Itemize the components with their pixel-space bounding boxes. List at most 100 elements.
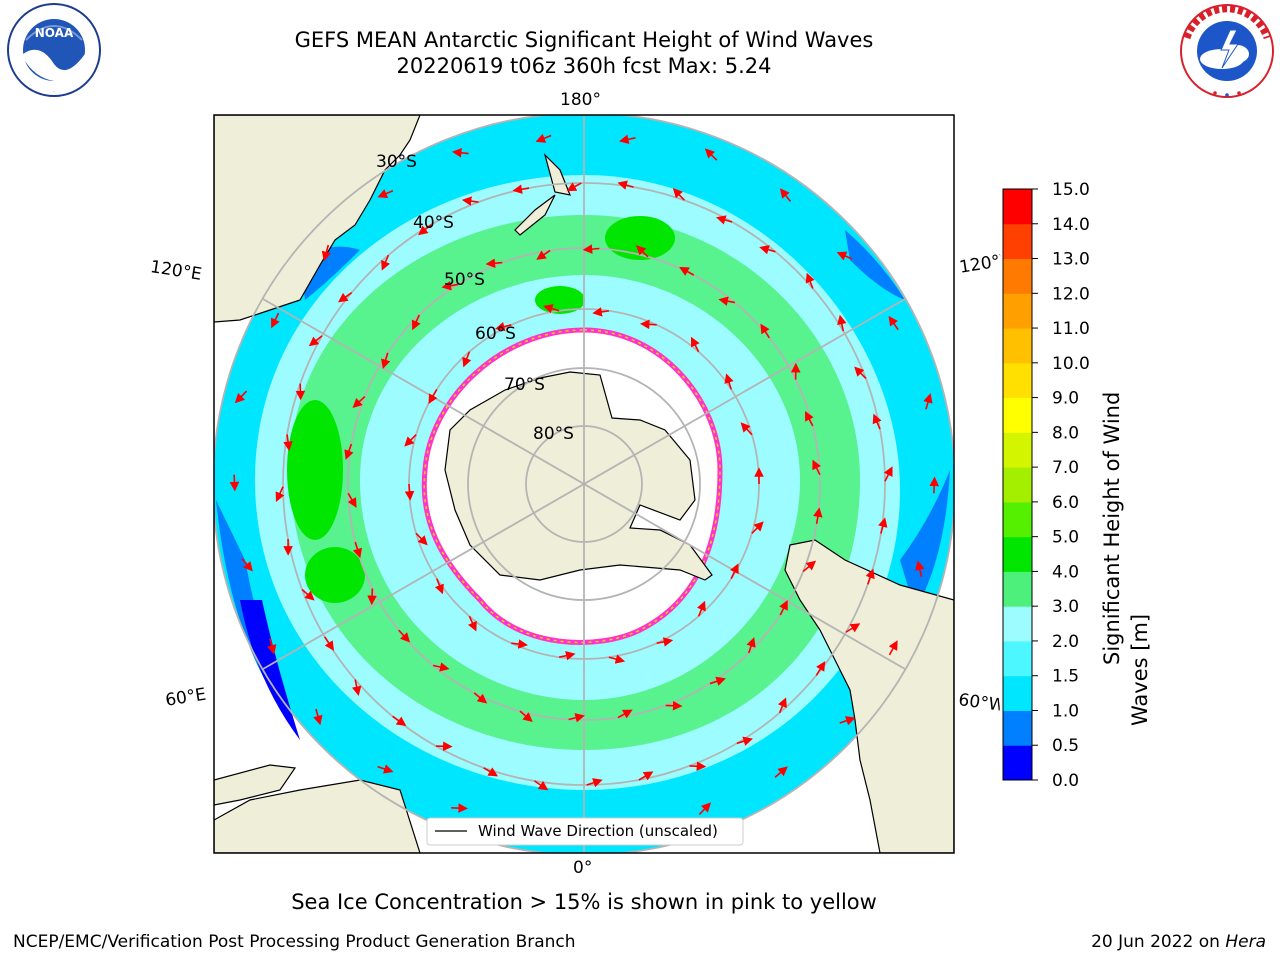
africa-landmass — [214, 779, 421, 853]
wind-wave-arrow — [418, 224, 432, 236]
wind-wave-arrow — [434, 578, 444, 595]
wind-wave-arrow — [759, 245, 776, 255]
peak-patch-north — [605, 216, 675, 260]
wind-wave-arrow — [845, 623, 861, 633]
wind-wave-arrow — [709, 676, 726, 686]
wind-wave-arrow — [779, 188, 792, 202]
colorbar-ticks: 0.0 0.5 1.0 1.5 2.0 3.0 4.0 5.0 6.0 7.0 8.0 9.0 10.0… — [1032, 180, 1090, 791]
wind-wave-arrow — [888, 640, 898, 656]
wind-wave-arrow — [344, 443, 354, 460]
colorbar-tick-label: 13.0 — [1052, 250, 1090, 270]
colorbar-tick-label: 12.0 — [1052, 284, 1090, 304]
footer-credit: NCEP/EMC/Verification Post Processing Pr… — [13, 932, 576, 952]
wind-wave-arrow — [392, 715, 407, 727]
colorbar-swatch — [1003, 223, 1032, 260]
wind-wave-arrow — [283, 434, 293, 452]
wind-wave-arrows — [229, 133, 940, 839]
colorbar-tick-label: 2.0 — [1052, 632, 1079, 652]
colorbar-tick-label: 11.0 — [1052, 319, 1090, 339]
wind-wave-arrow — [619, 134, 636, 145]
wind-wave-arrow — [746, 637, 756, 654]
colorbar-swatches — [1003, 189, 1032, 781]
colorbar-swatch — [1003, 258, 1032, 294]
colorbar-tick-label: 1.5 — [1052, 667, 1079, 687]
colorbar-tick-label: 15.0 — [1052, 180, 1090, 200]
wind-wave-arrow — [617, 709, 633, 719]
colorbar-swatch — [1003, 467, 1032, 503]
wind-wave-arrow — [461, 196, 479, 206]
wind-wave-arrow — [536, 249, 551, 260]
wind-wave-arrow — [774, 766, 788, 778]
colorbar-swatch — [1003, 536, 1032, 572]
wind-wave-arrow — [275, 486, 285, 502]
wind-wave-arrow — [724, 373, 734, 390]
noaa-logo-text: NOAA — [35, 26, 74, 40]
colorbar-swatch — [1003, 710, 1032, 746]
wind-wave-arrow — [566, 182, 582, 192]
wind-wave-arrow — [404, 434, 417, 447]
colorbar-tick-label: 0.5 — [1052, 736, 1079, 756]
wind-wave-arrow — [836, 251, 853, 261]
wind-wave-arrow — [777, 697, 787, 714]
wind-wave-arrow — [468, 615, 477, 632]
colorbar-swatch — [1003, 571, 1032, 607]
wind-wave-arrow — [804, 410, 814, 427]
noaa-logo: NOAA · — [7, 3, 101, 97]
wind-wave-arrow — [337, 291, 353, 303]
wind-wave-arrow — [267, 638, 277, 655]
colorbar-tick-label: 4.0 — [1052, 562, 1079, 582]
wind-wave-arrow — [608, 654, 626, 664]
wind-wave-arrow — [558, 651, 576, 661]
wind-wave-arrow — [432, 662, 450, 672]
colorbar-tick-label: 5.0 — [1052, 528, 1079, 548]
colorbar-swatch — [1003, 397, 1032, 433]
wind-wave-arrow — [878, 517, 888, 534]
wind-wave-arrow — [704, 148, 718, 161]
colorbar-swatch — [1003, 189, 1032, 225]
colorbar-swatch — [1003, 501, 1032, 538]
wind-wave-arrow — [451, 148, 469, 158]
australia-landmass — [214, 115, 421, 323]
colorbar-tick-label: 9.0 — [1052, 389, 1079, 409]
wind-wave-arrow — [815, 661, 826, 676]
wind-wave-arrow — [751, 521, 764, 534]
wind-wave-arrow — [592, 307, 610, 317]
wind-wave-arrow — [351, 679, 362, 697]
chart-title: GEFS MEAN Antarctic Significant Height o… — [294, 28, 874, 52]
legend-label: Wind Wave Direction (unscaled) — [478, 822, 718, 840]
wind-wave-arrow — [839, 716, 856, 726]
wind-wave-arrow — [639, 319, 657, 330]
lat-label-30s: 30°S — [376, 152, 417, 172]
footer-date: 20 Jun 2022 on Hera — [1091, 932, 1266, 952]
colorbar-tick-label: 6.0 — [1052, 493, 1079, 513]
wind-wave-arrow — [352, 396, 366, 409]
madagascar-landmass — [214, 764, 297, 806]
wind-wave-arrow — [519, 710, 533, 723]
wind-wave-arrow — [582, 244, 600, 254]
footer-date-text: 20 Jun 2022 on — [1091, 932, 1226, 952]
wind-wave-arrow — [352, 541, 363, 559]
lon-label-0: 0° — [573, 858, 593, 878]
map-legend: Wind Wave Direction (unscaled) — [426, 817, 744, 846]
wind-wave-arrow — [415, 532, 428, 546]
wind-wave-arrow — [271, 312, 280, 329]
wind-wave-arrow — [696, 600, 706, 617]
wind-wave-arrow — [485, 258, 503, 269]
wind-wave-arrow — [929, 476, 940, 494]
wind-wave-arrow — [321, 244, 332, 262]
wind-wave-arrow — [377, 189, 394, 198]
footer-host: Hera — [1225, 932, 1266, 952]
wind-wave-arrow — [813, 507, 823, 525]
wind-wave-arrow — [665, 700, 683, 711]
wind-wave-arrow — [617, 180, 634, 190]
wind-wave-arrow — [638, 771, 654, 781]
wind-wave-arrow — [398, 629, 411, 643]
svg-text:·: · — [53, 90, 54, 95]
wind-wave-arrow — [234, 390, 248, 404]
new-zealand-south — [514, 194, 556, 236]
wind-wave-arrow — [690, 336, 700, 353]
colorbar-tick-label: 3.0 — [1052, 597, 1079, 617]
colorbar-tick-label: 10.0 — [1052, 354, 1090, 374]
colorbar-label-line1: Significant Height of Wind — [1100, 392, 1124, 665]
colorbar-swatch — [1003, 606, 1032, 642]
